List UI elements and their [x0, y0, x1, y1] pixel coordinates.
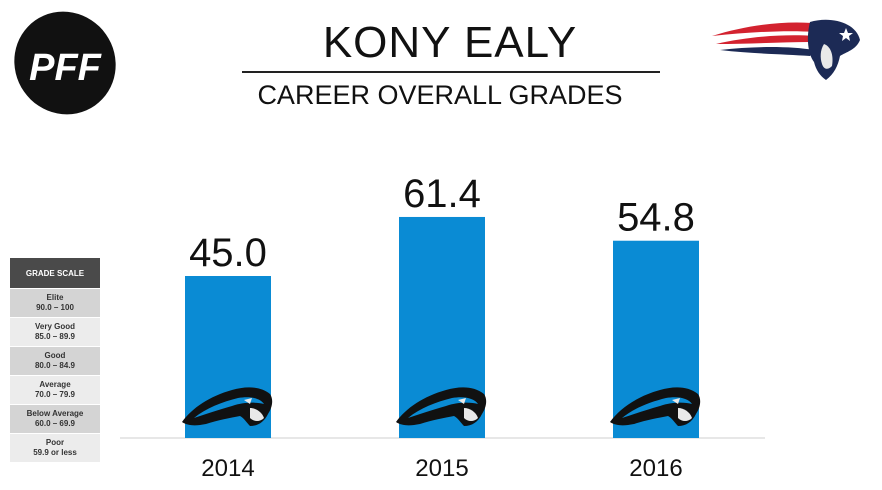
grade-scale-label: Poor	[45, 438, 65, 447]
grade-scale-row: Below Average 60.0 – 69.9	[10, 405, 100, 433]
grade-scale-range: 59.9 or less	[33, 448, 77, 457]
grade-scale-label: Average	[39, 380, 71, 389]
grade-scale-row: Elite 90.0 – 100	[10, 289, 100, 317]
grade-scale-legend: GRADE SCALE Elite 90.0 – 100 Very Good 85.0…	[10, 258, 100, 463]
grade-scale-label: Elite	[46, 293, 64, 302]
x-tick-label: 2015	[415, 455, 468, 482]
patriots-logo-icon	[712, 19, 860, 80]
pff-logo-text: PFF	[29, 47, 103, 89]
page-title: KONY EALY	[322, 18, 578, 67]
grade-scale-range: 80.0 – 84.9	[34, 361, 76, 370]
grade-scale-range: 85.0 – 89.9	[34, 332, 76, 341]
pff-football-logo-icon: PFF	[14, 11, 116, 115]
panthers-logo-icon	[610, 387, 701, 426]
grade-scale-label: Below Average	[26, 409, 84, 418]
grade-scale-row: Very Good 85.0 – 89.9	[10, 318, 100, 346]
grade-scale-label: Good	[44, 351, 66, 360]
grade-scale-range: 90.0 – 100	[36, 303, 74, 312]
x-tick-label: 2014	[201, 455, 254, 482]
grade-scale-row: Average 70.0 – 79.9	[10, 376, 100, 404]
grade-scale-range: 60.0 – 69.9	[34, 419, 76, 428]
grade-scale-range: 70.0 – 79.9	[34, 390, 76, 399]
title-divider	[242, 71, 660, 73]
grade-scale-title: GRADE SCALE	[10, 258, 100, 288]
panthers-logo-icon	[182, 387, 273, 426]
grade-scale-label: Very Good	[34, 322, 75, 331]
panthers-logo-icon	[396, 387, 487, 426]
bar-value-label: 61.4	[403, 172, 481, 216]
bar-value-label: 54.8	[617, 196, 695, 240]
grade-scale-row: Poor 59.9 or less	[10, 434, 100, 462]
x-tick-label: 2016	[629, 455, 682, 482]
grade-scale-row: Good 80.0 – 84.9	[10, 347, 100, 375]
page-subtitle: CAREER OVERALL GRADES	[257, 80, 623, 110]
bar-value-label: 45.0	[189, 231, 267, 275]
